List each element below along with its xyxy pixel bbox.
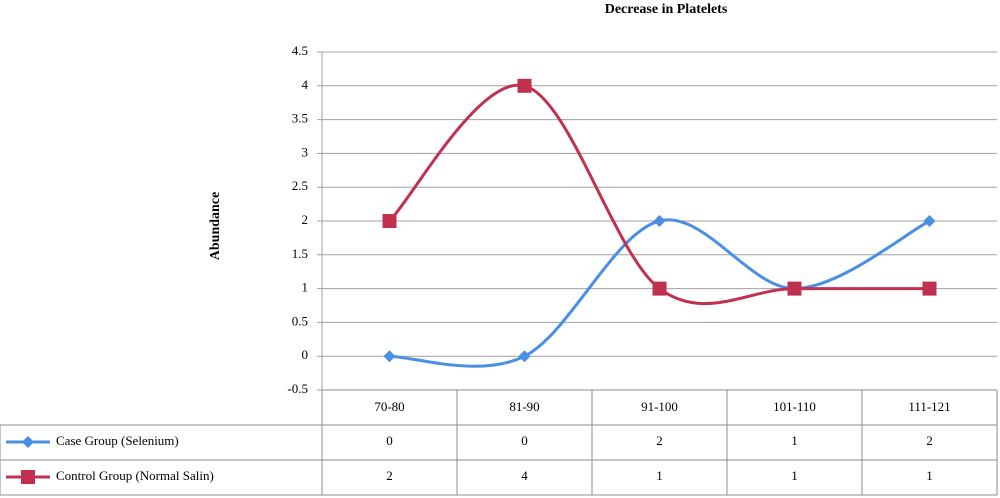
y-tick-label: 2 [302,212,309,227]
table-value: 1 [791,433,798,448]
y-tick-label: 3.5 [292,111,308,126]
y-tick-label: 0 [302,347,309,362]
marker [653,215,666,227]
y-tick-label: 4.5 [292,43,308,58]
marker [652,281,667,296]
table-value: 2 [656,433,663,448]
legend-label: Control Group (Normal Salin) [56,468,214,483]
marker [382,214,397,228]
marker [517,78,532,93]
x-tick-label: 101-110 [773,399,816,414]
marker [787,281,802,296]
marker [383,350,396,363]
y-tick-label: 0.5 [292,313,308,328]
x-tick-label: 111-121 [908,399,950,414]
marker [923,215,936,227]
y-tick-label: 1.5 [292,246,308,261]
x-tick-label: 91-100 [641,399,678,414]
marker [21,470,35,484]
marker [22,436,34,448]
marker [922,281,937,296]
x-tick-label: 81-90 [509,399,539,414]
y-tick-label: 4 [302,77,309,92]
y-tick-label: -0.5 [287,381,308,396]
table-value: 0 [521,433,528,448]
y-tick-label: 2.5 [292,178,308,193]
table-value: 4 [521,468,528,483]
table-value: 0 [386,433,393,448]
marker [518,350,531,363]
table-value: 2 [926,433,933,448]
y-tick-label: 3 [302,144,309,159]
table-value: 1 [791,468,798,483]
x-tick-label: 70-80 [374,399,404,414]
y-axis-label: Abundance [208,192,223,260]
y-tick-label: 1 [302,280,309,295]
table-value: 1 [926,468,933,483]
table-value: 1 [656,468,663,483]
table-value: 2 [386,468,393,483]
series-line [388,83,930,306]
chart-title: Decrease in Platelets [605,2,728,17]
legend-label: Case Group (Selenium) [56,433,179,448]
